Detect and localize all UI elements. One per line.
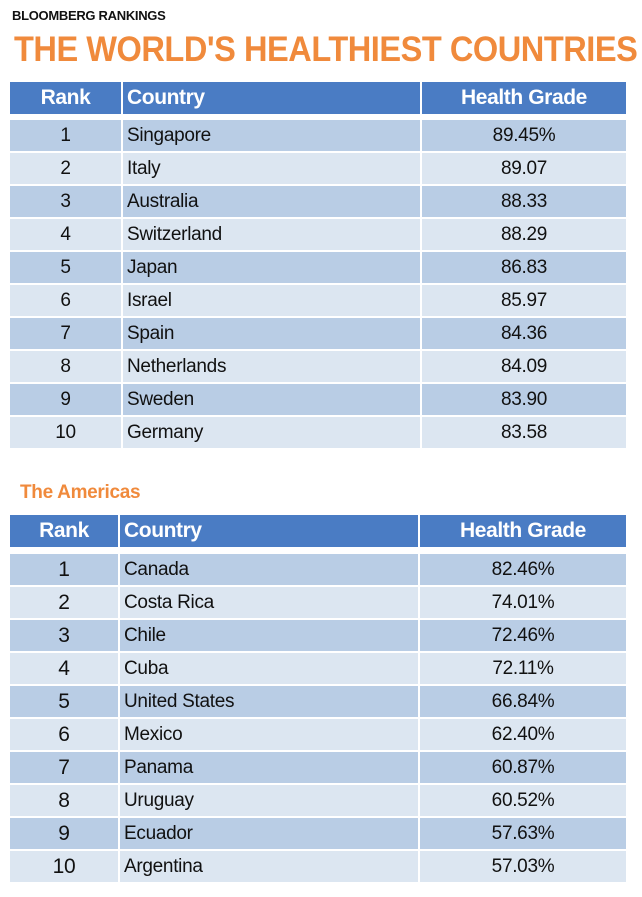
country-cell: Mexico (120, 719, 418, 750)
table-header-row: Rank Country Health Grade (10, 82, 626, 118)
rank-cell: 2 (10, 153, 121, 184)
table-row: 5 United States 66.84% (10, 686, 626, 717)
table-row: 7 Panama 60.87% (10, 752, 626, 783)
country-cell: Ecuador (120, 818, 418, 849)
country-cell: Israel (123, 285, 420, 316)
rank-cell: 7 (10, 752, 118, 783)
country-cell: Spain (123, 318, 420, 349)
header-country: Country (120, 515, 418, 552)
table-header-row: Rank Country Health Grade (10, 515, 626, 552)
grade-cell: 84.36 (422, 318, 626, 349)
americas-rankings-table: Rank Country Health Grade 1 Canada 82.46% 2… (8, 513, 628, 884)
grade-cell: 88.29 (422, 219, 626, 250)
header-grade: Health Grade (422, 82, 626, 118)
rank-cell: 6 (10, 719, 118, 750)
grade-cell: 86.83 (422, 252, 626, 283)
country-cell: Singapore (123, 120, 420, 151)
rank-cell: 8 (10, 351, 121, 382)
table-row: 8 Uruguay 60.52% (10, 785, 626, 816)
rank-cell: 6 (10, 285, 121, 316)
grade-cell: 82.46% (420, 554, 626, 585)
country-cell: Sweden (123, 384, 420, 415)
country-cell: Costa Rica (120, 587, 418, 618)
country-cell: United States (120, 686, 418, 717)
grade-cell: 62.40% (420, 719, 626, 750)
grade-cell: 89.07 (422, 153, 626, 184)
rank-cell: 4 (10, 653, 118, 684)
table-row: 10 Germany 83.58 (10, 417, 626, 448)
table-row: 10 Argentina 57.03% (10, 851, 626, 882)
rank-cell: 1 (10, 554, 118, 585)
table-row: 6 Israel 85.97 (10, 285, 626, 316)
rank-cell: 7 (10, 318, 121, 349)
country-cell: Panama (120, 752, 418, 783)
grade-cell: 60.87% (420, 752, 626, 783)
world-rankings-table: Rank Country Health Grade 1 Singapore 89.4… (8, 80, 628, 450)
country-cell: Italy (123, 153, 420, 184)
grade-cell: 88.33 (422, 186, 626, 217)
table-row: 8 Netherlands 84.09 (10, 351, 626, 382)
rank-cell: 10 (10, 417, 121, 448)
rank-cell: 2 (10, 587, 118, 618)
header-country: Country (123, 82, 420, 118)
header-rank: Rank (10, 515, 118, 552)
table-row: 6 Mexico 62.40% (10, 719, 626, 750)
grade-cell: 83.90 (422, 384, 626, 415)
table-row: 1 Canada 82.46% (10, 554, 626, 585)
rank-cell: 9 (10, 384, 121, 415)
table-row: 4 Cuba 72.11% (10, 653, 626, 684)
grade-cell: 60.52% (420, 785, 626, 816)
grade-cell: 89.45% (422, 120, 626, 151)
country-cell: Germany (123, 417, 420, 448)
rank-cell: 3 (10, 186, 121, 217)
country-cell: Cuba (120, 653, 418, 684)
rank-cell: 3 (10, 620, 118, 651)
grade-cell: 83.58 (422, 417, 626, 448)
header-rank: Rank (10, 82, 121, 118)
grade-cell: 84.09 (422, 351, 626, 382)
country-cell: Netherlands (123, 351, 420, 382)
grade-cell: 72.11% (420, 653, 626, 684)
grade-cell: 66.84% (420, 686, 626, 717)
country-cell: Chile (120, 620, 418, 651)
kicker: BLOOMBERG RANKINGS (12, 8, 166, 23)
grade-cell: 74.01% (420, 587, 626, 618)
rank-cell: 4 (10, 219, 121, 250)
page-title: THE WORLD'S HEALTHIEST COUNTRIES (14, 30, 638, 69)
rank-cell: 5 (10, 686, 118, 717)
table-row: 5 Japan 86.83 (10, 252, 626, 283)
table-row: 2 Costa Rica 74.01% (10, 587, 626, 618)
table-row: 9 Sweden 83.90 (10, 384, 626, 415)
table-row: 3 Chile 72.46% (10, 620, 626, 651)
rank-cell: 8 (10, 785, 118, 816)
header-grade: Health Grade (420, 515, 626, 552)
country-cell: Canada (120, 554, 418, 585)
rank-cell: 9 (10, 818, 118, 849)
table-row: 2 Italy 89.07 (10, 153, 626, 184)
table-row: 1 Singapore 89.45% (10, 120, 626, 151)
country-cell: Uruguay (120, 785, 418, 816)
country-cell: Australia (123, 186, 420, 217)
grade-cell: 72.46% (420, 620, 626, 651)
country-cell: Switzerland (123, 219, 420, 250)
country-cell: Japan (123, 252, 420, 283)
table-row: 4 Switzerland 88.29 (10, 219, 626, 250)
table-row: 3 Australia 88.33 (10, 186, 626, 217)
rank-cell: 1 (10, 120, 121, 151)
section-title-americas: The Americas (20, 482, 141, 503)
grade-cell: 57.63% (420, 818, 626, 849)
rank-cell: 10 (10, 851, 118, 882)
grade-cell: 85.97 (422, 285, 626, 316)
table-row: 9 Ecuador 57.63% (10, 818, 626, 849)
grade-cell: 57.03% (420, 851, 626, 882)
country-cell: Argentina (120, 851, 418, 882)
rank-cell: 5 (10, 252, 121, 283)
table-row: 7 Spain 84.36 (10, 318, 626, 349)
